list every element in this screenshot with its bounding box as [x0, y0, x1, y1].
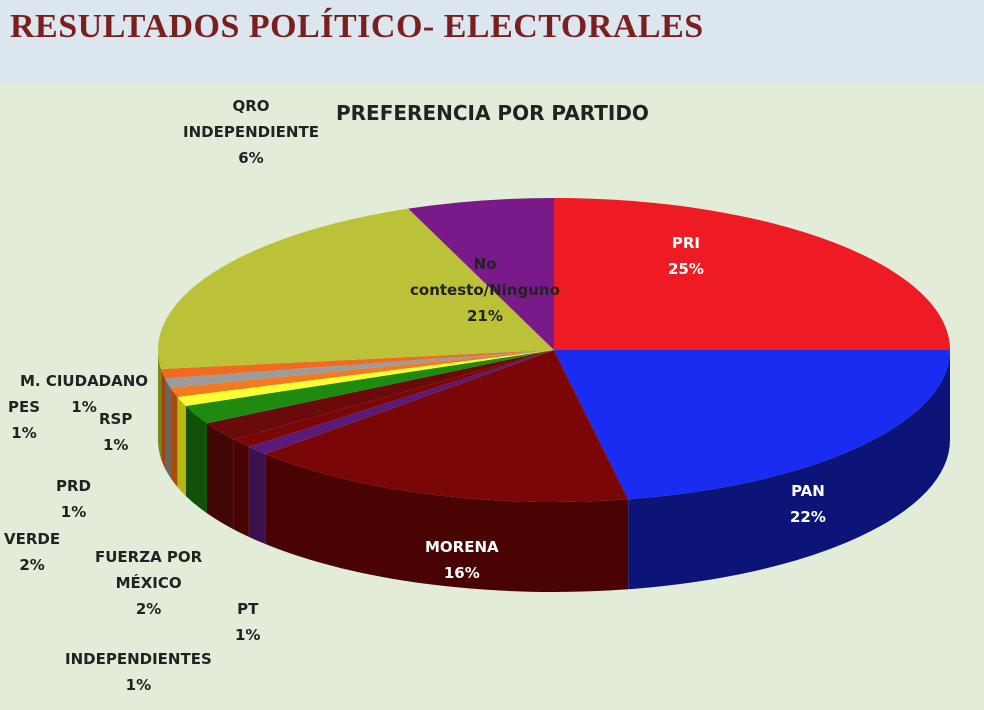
- data-label-line: 16%: [443, 564, 480, 582]
- data-label-line: 25%: [668, 260, 704, 278]
- data-label-fuerza-por-mexico: FUERZA POR MÉXICO 2%: [95, 544, 202, 622]
- chart-title: PREFERENCIA POR PARTIDO: [336, 101, 649, 125]
- pie-side-no-contesto-ninguno: [158, 350, 162, 460]
- data-label-line: contesto/Ninguno: [410, 281, 560, 299]
- data-label-qro-independiente: QRO INDEPENDIENTE 6%: [183, 93, 319, 171]
- data-label-line: PES: [8, 398, 41, 416]
- data-label-independientes: INDEPENDIENTES 1%: [65, 646, 212, 698]
- pie-side-morena: [265, 454, 629, 592]
- data-label-line: MÉXICO: [115, 574, 182, 592]
- data-label-line: RSP: [99, 410, 133, 428]
- data-label-line: M. CIUDADANO: [20, 372, 149, 390]
- pie-side-group: [158, 350, 950, 592]
- pie-slice-qro-independiente: [408, 198, 554, 350]
- data-label-line: PRI: [671, 234, 701, 252]
- data-label-line: 1%: [60, 503, 87, 521]
- data-label-m-ciudadano: M. CIUDADANO 1%: [20, 368, 148, 420]
- data-label-line: MORENA: [425, 538, 499, 556]
- pie-side-fuerza-por-mexico: [206, 423, 234, 530]
- data-label-line: 1%: [71, 398, 97, 416]
- data-label-morena: MORENA 16%: [425, 534, 499, 586]
- data-label-line: 1%: [102, 436, 129, 454]
- data-label-line: No: [473, 255, 497, 273]
- pie-slice-verde: [185, 350, 554, 424]
- pie-slice-m-ciudadano: [161, 350, 555, 379]
- pie-side-rsp: [170, 387, 178, 487]
- pie-side-verde: [185, 405, 207, 514]
- data-label-line: FUERZA POR: [95, 548, 203, 566]
- pie-side-pan: [628, 350, 950, 590]
- data-label-pes: PES 1%: [8, 394, 40, 446]
- data-label-pri: PRI 25%: [668, 230, 704, 282]
- data-label-line: 2%: [135, 600, 162, 618]
- data-label-line: PAN: [791, 482, 825, 500]
- pie-slice-prd: [177, 350, 554, 406]
- pie-top-group: [157, 198, 950, 502]
- data-label-pan: PAN 22%: [790, 478, 826, 530]
- data-label-line: 6%: [238, 149, 264, 167]
- pie-slice-fuerza-por-mexico: [206, 350, 555, 440]
- data-label-line: 22%: [790, 508, 826, 526]
- pie-slice-morena: [265, 350, 629, 502]
- data-label-line: VERDE: [4, 530, 61, 548]
- data-label-line: INDEPENDIENTE: [183, 123, 319, 141]
- data-label-pt: PT 1%: [235, 596, 260, 648]
- data-label-line: 2%: [19, 556, 45, 574]
- data-label-line: INDEPENDIENTES: [65, 650, 212, 668]
- pie-slice-independientes: [233, 350, 554, 447]
- data-label-line: 1%: [11, 424, 37, 442]
- pie-slice-pes: [165, 350, 554, 388]
- pie-side-pes: [165, 378, 171, 478]
- data-label-verde: VERDE 2%: [4, 526, 60, 578]
- data-label-line: 1%: [235, 626, 261, 644]
- data-label-line: PT: [237, 600, 259, 618]
- pie-side-pt: [248, 446, 266, 545]
- pie-side-m-ciudadano: [161, 369, 166, 469]
- data-label-prd: PRD 1%: [56, 473, 91, 525]
- pie-slice-pt: [248, 350, 554, 455]
- slide-title: RESULTADOS POLÍTICO- ELECTORALES: [10, 8, 704, 45]
- pie-side-prd: [177, 396, 186, 496]
- slide-header: RESULTADOS POLÍTICO- ELECTORALES: [0, 0, 984, 84]
- pie-slice-no-contesto-ninguno: [157, 208, 554, 370]
- pie-slice-rsp: [170, 350, 554, 397]
- data-label-line: 21%: [466, 307, 503, 325]
- data-label-line: 1%: [125, 676, 152, 694]
- pie-side-independientes: [233, 439, 249, 537]
- data-label-no-contesto-ninguno: No contesto/Ninguno 21%: [410, 251, 560, 329]
- data-label-line: PRD: [56, 477, 91, 495]
- data-label-line: QRO: [232, 97, 270, 115]
- pie-slice-pan: [554, 350, 950, 500]
- pie-slice-pri: [554, 198, 950, 350]
- data-label-rsp: RSP 1%: [99, 406, 132, 458]
